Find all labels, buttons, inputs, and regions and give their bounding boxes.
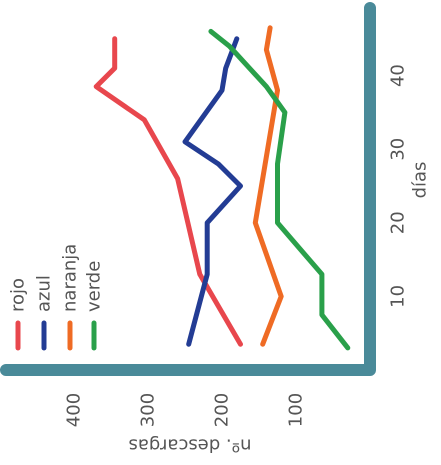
axes-line	[0, 2, 376, 376]
axis-layer	[0, 2, 376, 376]
series-line-azul	[182, 36, 243, 347]
series-line-verde	[208, 28, 351, 351]
legend-label-verde: verde	[84, 261, 105, 312]
series-line-rojo	[93, 36, 243, 347]
tick-layer: 10 20 30 40 100 200 300 400	[64, 64, 409, 427]
series-line-naranja	[252, 25, 284, 347]
series-layer	[93, 25, 351, 351]
legend-label-rojo: rojo	[8, 278, 29, 312]
legend-label-azul: azul	[34, 275, 55, 312]
y-tick-label: 200	[212, 393, 233, 427]
x-tick-label: 30	[388, 138, 409, 161]
y-axis-label: nº. descargas	[128, 435, 251, 456]
y-tick-label: 300	[138, 393, 159, 427]
x-axis-label: días	[410, 162, 431, 199]
legend-label-naranja: naranja	[60, 244, 81, 312]
x-tick-label: 40	[388, 64, 409, 87]
x-tick-label: 20	[388, 211, 409, 234]
y-tick-label: 100	[286, 393, 307, 427]
legend-layer: rojo azul naranja verde	[8, 244, 105, 351]
y-tick-label: 400	[64, 393, 85, 427]
x-tick-label: 10	[388, 285, 409, 308]
